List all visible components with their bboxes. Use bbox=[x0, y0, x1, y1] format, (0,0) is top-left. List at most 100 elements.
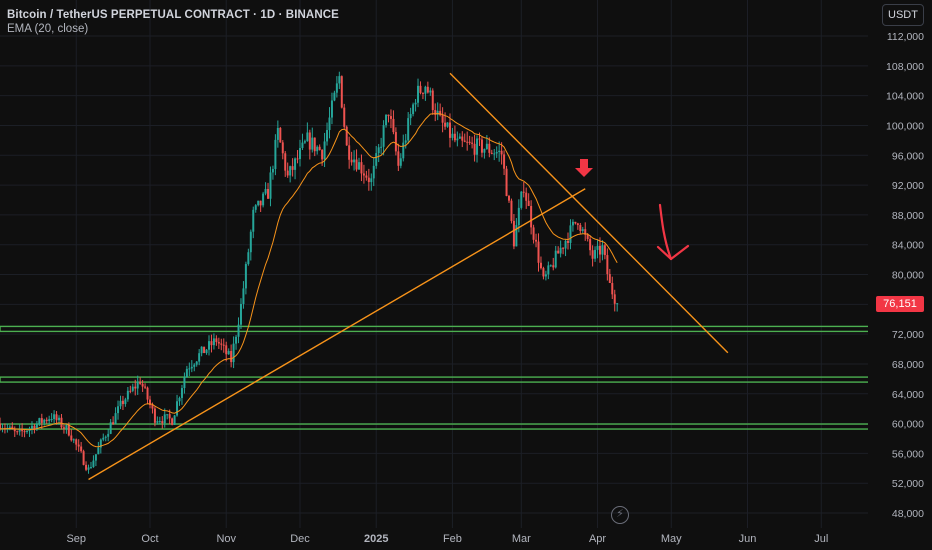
price-tick-label: 52,000 bbox=[892, 478, 924, 490]
candle-body bbox=[498, 150, 501, 152]
candle-body bbox=[87, 467, 90, 470]
candle-body bbox=[151, 404, 154, 409]
candle-body bbox=[271, 169, 274, 173]
candle-body bbox=[222, 344, 225, 346]
candle-body bbox=[48, 419, 51, 422]
candle-body bbox=[148, 399, 151, 405]
candle-body bbox=[360, 162, 363, 174]
candle-body bbox=[220, 343, 223, 345]
candle-body bbox=[389, 116, 392, 119]
candle-body bbox=[589, 238, 592, 251]
candle-body bbox=[426, 86, 429, 93]
candle-body bbox=[193, 364, 196, 367]
candle-body bbox=[554, 250, 557, 268]
candle-body bbox=[215, 338, 218, 343]
candle-body bbox=[330, 100, 333, 118]
candle-body bbox=[412, 104, 415, 115]
candle-body bbox=[294, 158, 297, 170]
candle-body bbox=[355, 159, 358, 170]
candle-body bbox=[55, 414, 58, 421]
candle-body bbox=[178, 397, 181, 402]
candle-body bbox=[195, 361, 198, 365]
candle-body bbox=[421, 92, 424, 94]
candle-body bbox=[70, 435, 73, 441]
price-axis[interactable]: 112,000 108,000 104,000 100,000 96,000 92,000… bbox=[868, 0, 932, 550]
candle-body bbox=[139, 381, 142, 384]
candle-body bbox=[584, 229, 587, 235]
candle-body bbox=[257, 200, 260, 206]
candle-body bbox=[434, 110, 437, 115]
candle-body bbox=[326, 130, 329, 142]
lightning-icon[interactable]: ⚡ bbox=[611, 506, 629, 524]
time-axis-bg bbox=[0, 528, 868, 550]
candle-body bbox=[517, 207, 520, 226]
candle-body bbox=[591, 250, 594, 259]
time-tick-label: Sep bbox=[66, 533, 86, 545]
candle-body bbox=[21, 428, 24, 432]
candle-body bbox=[574, 221, 577, 224]
candle-body bbox=[180, 388, 183, 398]
candle-body bbox=[380, 146, 383, 148]
candle-body bbox=[557, 250, 560, 254]
candle-body bbox=[385, 114, 388, 126]
candle-body bbox=[397, 151, 400, 166]
candle-body bbox=[166, 414, 169, 416]
candle-body bbox=[564, 240, 567, 249]
trendline[interactable] bbox=[88, 188, 586, 481]
candle-body bbox=[188, 368, 191, 370]
candle-body bbox=[444, 122, 447, 127]
candle-body bbox=[156, 421, 159, 423]
candle-body bbox=[417, 85, 420, 103]
price-tick-label: 68,000 bbox=[892, 359, 924, 371]
candle-body bbox=[161, 421, 164, 424]
candle-body bbox=[276, 127, 279, 140]
candle-body bbox=[527, 200, 530, 206]
candle-body bbox=[399, 158, 402, 166]
candle-body bbox=[112, 422, 115, 425]
candle-body bbox=[60, 417, 63, 428]
indicator-label[interactable]: EMA (20, close) bbox=[7, 23, 89, 35]
support-line[interactable] bbox=[0, 325, 879, 333]
candle-body bbox=[119, 400, 122, 407]
candle-body bbox=[254, 205, 257, 210]
candle-body bbox=[92, 460, 95, 468]
candle-body bbox=[94, 454, 97, 461]
candle-body bbox=[485, 143, 488, 149]
candle-body bbox=[544, 274, 547, 277]
candle-body bbox=[131, 386, 134, 391]
candle-body bbox=[353, 159, 356, 163]
support-line[interactable] bbox=[0, 376, 879, 383]
last-price-label: 76,151 bbox=[876, 296, 924, 312]
candle-body bbox=[407, 118, 410, 141]
candle-body bbox=[392, 118, 395, 133]
trendline[interactable] bbox=[449, 72, 729, 354]
candle-body bbox=[318, 146, 321, 150]
candle-body bbox=[247, 252, 250, 265]
candle-body bbox=[394, 132, 397, 152]
candle-body bbox=[402, 142, 405, 159]
candle-body bbox=[576, 223, 579, 226]
candle-body bbox=[136, 381, 139, 389]
candle-body bbox=[230, 350, 233, 363]
price-tick-label: 72,000 bbox=[892, 329, 924, 341]
candle-body bbox=[8, 426, 11, 428]
candle-body bbox=[404, 140, 407, 143]
candle-body bbox=[476, 138, 479, 155]
candle-body bbox=[267, 189, 270, 199]
candle-body bbox=[367, 177, 370, 183]
candle-body bbox=[559, 247, 562, 254]
time-tick-label: 2025 bbox=[364, 533, 388, 545]
candle-body bbox=[89, 467, 92, 469]
candle-body bbox=[409, 114, 412, 119]
price-tick-label: 56,000 bbox=[892, 448, 924, 460]
currency-button[interactable]: USDT bbox=[882, 4, 924, 26]
symbol-title[interactable]: Bitcoin / TetherUS PERPETUAL CONTRACT · … bbox=[7, 9, 339, 21]
support-line[interactable] bbox=[0, 423, 879, 430]
candle-body bbox=[18, 428, 21, 432]
candle-body bbox=[495, 151, 498, 154]
candle-body bbox=[431, 90, 434, 111]
time-axis[interactable]: Sep Oct Nov Dec 2025 Feb Mar Apr May Jun Jul bbox=[0, 528, 868, 550]
candle-body bbox=[448, 122, 451, 138]
candle-body bbox=[333, 92, 336, 101]
